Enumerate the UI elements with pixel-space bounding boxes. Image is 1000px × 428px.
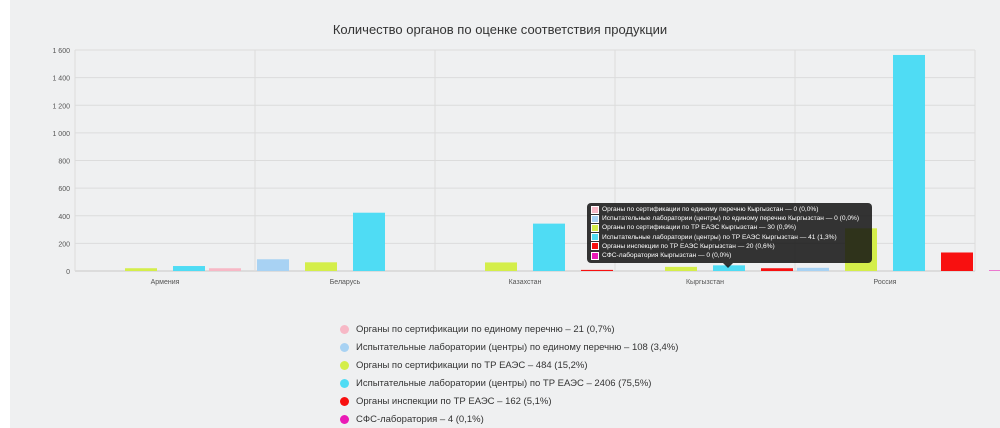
bar[interactable]	[173, 266, 205, 271]
bar[interactable]	[125, 268, 157, 271]
y-tick-label: 1 400	[52, 76, 70, 83]
bar[interactable]	[257, 259, 289, 271]
legend: Органы по сертификации по единому перечн…	[340, 320, 678, 428]
y-tick-label: 400	[58, 214, 70, 221]
tooltip-row: Органы по сертификации по единому перечн…	[591, 205, 868, 214]
y-tick-label: 200	[58, 241, 70, 248]
legend-item[interactable]: СФС-лаборатория – 4 (0,1%)	[340, 410, 678, 428]
tooltip-text: Испытательные лаборатории (центры) по ТР…	[602, 233, 837, 241]
legend-label: Испытательные лаборатории (центры) по ТР…	[356, 377, 652, 389]
bar[interactable]	[209, 268, 241, 271]
legend-marker-icon	[340, 378, 349, 388]
bar[interactable]	[305, 262, 337, 271]
x-axis-tick-labels: Армения Беларусь Казахстан Кыргызстан Россия	[151, 279, 897, 286]
bar-chart: 0 200 400 600 800 1 000 1 200 1 400 1 600 Армени…	[52, 48, 1000, 286]
tooltip-row: СФС-лаборатория Кыргызстан — 0 (0,0%)	[591, 251, 868, 260]
bar[interactable]	[713, 265, 745, 271]
legend-item[interactable]: Органы по сертификации по ТР ЕАЭС – 484 …	[340, 356, 678, 374]
tooltip-text: Органы инспекции по ТР ЕАЭС Кыргызстан —…	[602, 242, 775, 250]
x-tick-label: Россия	[874, 279, 897, 286]
x-tick-label: Казахстан	[509, 279, 542, 286]
legend-marker-icon	[340, 342, 349, 352]
y-tick-label: 600	[58, 186, 70, 193]
x-tick-label: Кыргызстан	[686, 279, 724, 286]
tooltip-text: Испытательные лаборатории (центры) по ед…	[602, 215, 860, 223]
bars	[125, 54, 1000, 271]
y-axis-tick-labels: 0 200 400 600 800 1 000 1 200 1 400 1 600	[52, 48, 70, 276]
legend-item[interactable]: Испытательные лаборатории (центры) по ед…	[340, 338, 678, 356]
tooltip-swatch	[591, 205, 599, 214]
x-tick-label: Беларусь	[330, 279, 361, 286]
legend-item[interactable]: Органы по сертификации по единому перечн…	[340, 320, 678, 338]
bar[interactable]	[665, 266, 697, 271]
bar[interactable]	[797, 267, 829, 271]
y-tick-label: 1 000	[52, 131, 70, 138]
legend-label: Органы по сертификации по единому перечн…	[356, 323, 615, 335]
tooltip-text: Органы по сертификации по ТР ЕАЭС Кыргыз…	[602, 224, 797, 232]
tooltip-text: Органы по сертификации по единому перечн…	[602, 206, 819, 214]
bar[interactable]	[353, 212, 385, 271]
tooltip-swatch	[591, 214, 599, 223]
legend-item[interactable]: Испытательные лаборатории (центры) по ТР…	[340, 374, 678, 392]
y-tick-label: 1 600	[52, 48, 70, 55]
tooltip-text: СФС-лаборатория Кыргызстан — 0 (0,0%)	[602, 252, 732, 260]
tooltip: Органы по сертификации по единому перечн…	[587, 203, 872, 268]
tooltip-swatch	[591, 233, 599, 242]
y-tick-label: 800	[58, 159, 70, 166]
tooltip-row: Испытательные лаборатории (центры) по ед…	[591, 214, 868, 223]
bar[interactable]	[485, 262, 517, 271]
legend-label: Испытательные лаборатории (центры) по ед…	[356, 341, 679, 353]
bar[interactable]	[893, 54, 925, 271]
bar[interactable]	[533, 223, 565, 271]
chart-title: Количество органов по оценке соответстви…	[332, 22, 668, 37]
legend-item[interactable]: Органы инспекции по ТР ЕАЭС – 162 (5,1%)	[340, 392, 678, 410]
x-tick-label: Армения	[151, 279, 180, 286]
y-tick-label: 1 200	[52, 103, 70, 110]
y-tick-label: 0	[66, 269, 70, 276]
legend-marker-icon	[340, 324, 349, 334]
bar[interactable]	[989, 270, 1000, 271]
legend-marker-icon	[340, 360, 349, 370]
tooltip-row: Органы по сертификации по ТР ЕАЭС Кыргыз…	[591, 223, 868, 232]
tooltip-swatch	[591, 223, 599, 232]
tooltip-row: Испытательные лаборатории (центры) по ТР…	[591, 233, 868, 242]
legend-marker-icon	[340, 396, 349, 406]
legend-label: Органы инспекции по ТР ЕАЭС – 162 (5,1%)	[356, 395, 552, 407]
bar[interactable]	[941, 252, 973, 271]
legend-label: СФС-лаборатория – 4 (0,1%)	[356, 413, 484, 425]
legend-marker-icon	[340, 414, 349, 424]
bar[interactable]	[761, 268, 793, 271]
bar[interactable]	[581, 269, 613, 271]
tooltip-swatch	[591, 242, 599, 251]
legend-label: Органы по сертификации по ТР ЕАЭС – 484 …	[356, 359, 588, 371]
tooltip-swatch	[591, 251, 599, 260]
tooltip-row: Органы инспекции по ТР ЕАЭС Кыргызстан —…	[591, 242, 868, 251]
